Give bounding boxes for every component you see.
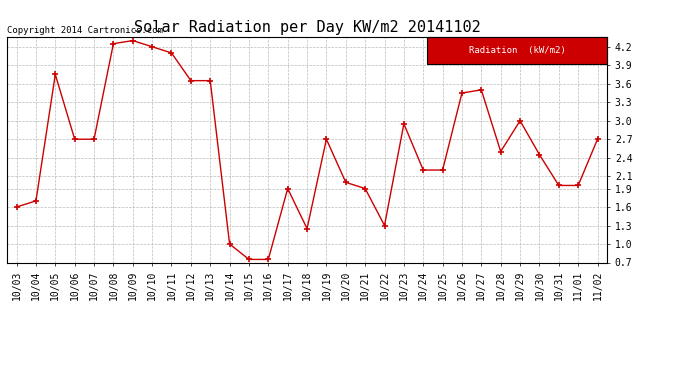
FancyBboxPatch shape [427, 38, 607, 64]
Title: Solar Radiation per Day KW/m2 20141102: Solar Radiation per Day KW/m2 20141102 [134, 20, 480, 35]
Text: Copyright 2014 Cartronics.com: Copyright 2014 Cartronics.com [7, 26, 163, 35]
Text: Radiation  (kW/m2): Radiation (kW/m2) [469, 46, 566, 56]
